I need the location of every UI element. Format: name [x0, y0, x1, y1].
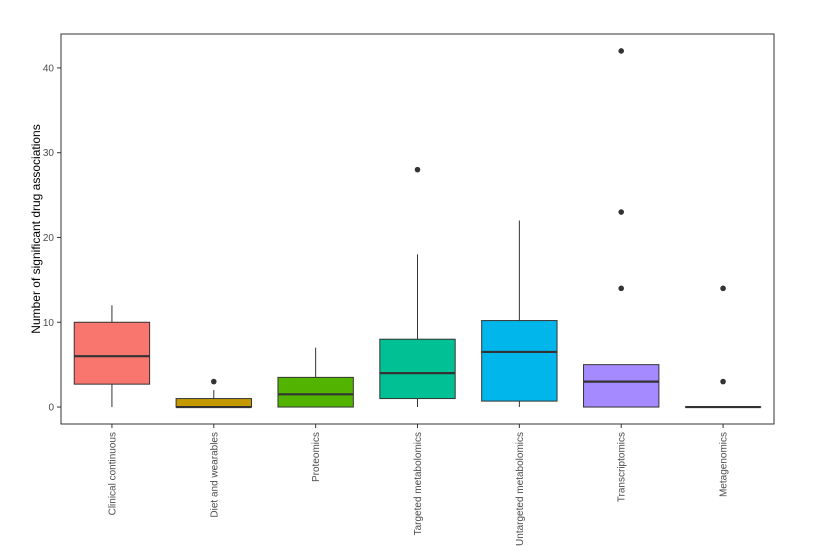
- x-tick-label: Clinical continuous: [107, 432, 118, 515]
- box-body: [583, 364, 660, 408]
- box-1: [73, 305, 151, 408]
- x-axis: Clinical continuous Diet and wearables Pro…: [107, 424, 730, 546]
- x-tick-label: Transcriptomics: [617, 432, 628, 502]
- box-5: [481, 220, 558, 408]
- box-7: [684, 285, 762, 409]
- x-tick-label: Untargeted metabolomics: [515, 432, 526, 546]
- outlier-point: [618, 48, 625, 54]
- box-body: [379, 338, 456, 400]
- box-3: [277, 347, 354, 408]
- outlier-point: [618, 285, 625, 292]
- box-6: [583, 48, 660, 408]
- y-axis: 0 10 20 30 40: [43, 63, 61, 414]
- y-tick-label: 10: [43, 318, 55, 329]
- outlier-point: [720, 378, 726, 385]
- y-axis-label: Number of significant drug associations: [29, 124, 43, 333]
- y-tick-label: 0: [48, 403, 54, 414]
- box-body: [73, 321, 151, 385]
- box-body: [481, 320, 558, 402]
- box-body: [277, 376, 354, 408]
- y-tick-label: 20: [43, 233, 55, 244]
- box-2: [175, 378, 252, 409]
- outlier-point: [414, 166, 421, 173]
- y-tick-label: 30: [43, 148, 55, 159]
- box-body: [175, 398, 252, 408]
- outlier-point: [720, 285, 726, 292]
- box-4: [379, 166, 456, 408]
- x-tick-label: Proteomics: [311, 432, 322, 482]
- x-tick-label: Diet and wearables: [209, 432, 220, 518]
- box-group: [73, 48, 762, 409]
- x-tick-label: Targeted metabolomics: [413, 432, 424, 535]
- outlier-point: [210, 378, 217, 385]
- x-tick-label: Metagenomics: [719, 432, 730, 497]
- y-tick-label: 40: [43, 63, 55, 74]
- outlier-point: [618, 209, 625, 215]
